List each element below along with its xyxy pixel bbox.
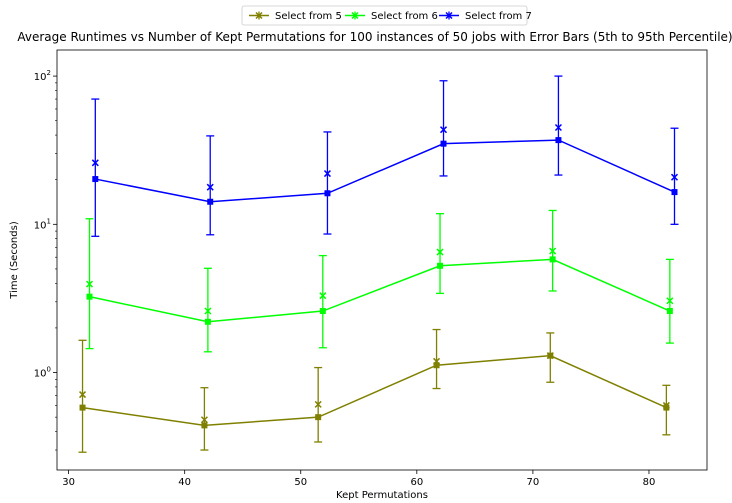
data-point (671, 189, 678, 196)
mean-marker (85, 280, 94, 288)
series-3 (91, 75, 679, 237)
legend-label: Select from 5 (275, 11, 342, 22)
series-1 (78, 328, 671, 453)
mean-marker (79, 391, 87, 399)
data-point (324, 190, 331, 197)
mean-marker (436, 248, 444, 256)
x-tick-label: 40 (178, 477, 191, 488)
y-tick-label: 101 (34, 217, 51, 231)
mean-marker (319, 292, 327, 300)
y-axis: 100 101 102 (34, 69, 57, 451)
data-point (433, 362, 440, 369)
data-point (440, 140, 447, 147)
mean-marker (670, 173, 679, 181)
data-point (86, 293, 93, 300)
mean-marker (200, 416, 208, 424)
series-line (89, 258, 671, 323)
mean-marker (662, 401, 670, 409)
y-tick-label: 102 (34, 69, 51, 83)
legend-marker (445, 11, 453, 20)
data-point (437, 262, 444, 269)
x-tick-label: 80 (643, 477, 656, 488)
series-line (82, 354, 667, 427)
mean-marker (323, 170, 331, 178)
data-point (555, 137, 562, 144)
mean-marker (549, 247, 557, 255)
data-point (549, 256, 556, 263)
legend-label: Select from 7 (465, 11, 532, 22)
x-tick-label: 30 (62, 477, 75, 488)
plot-frame (56, 49, 708, 471)
mean-marker (546, 352, 554, 360)
legend-item: Select from 5 (249, 11, 342, 22)
x-tick-label: 60 (410, 477, 423, 488)
mean-marker (204, 307, 212, 315)
legend-item: Select from 6 (345, 11, 438, 22)
x-axis: 30 40 50 60 70 80 (62, 470, 655, 488)
data-point (663, 404, 670, 411)
data-point (319, 308, 326, 315)
data-point (207, 198, 214, 205)
y-tick-label: 100 (34, 366, 51, 380)
x-tick-label: 50 (294, 477, 307, 488)
legend-label: Select from 6 (371, 11, 438, 22)
legend-box (241, 5, 528, 26)
mean-marker (433, 357, 441, 365)
plot-area (56, 49, 708, 471)
data-point (79, 404, 86, 411)
data-point (201, 422, 208, 429)
data-point (204, 318, 211, 325)
mean-marker (554, 123, 562, 132)
mean-marker (91, 159, 99, 167)
legend-marker (351, 11, 359, 20)
y-axis-label: Time (Seconds) (9, 221, 20, 300)
mean-marker (439, 126, 448, 134)
mean-marker (206, 183, 214, 191)
series-2 (85, 209, 674, 353)
legend-marker (255, 11, 263, 20)
data-point (315, 414, 322, 421)
legend: Select from 5 Select from 6 Select from 7 (241, 5, 532, 26)
chart-title: Average Runtimes vs Number of Kept Permu… (17, 30, 732, 44)
x-tick-label: 70 (527, 477, 540, 488)
data-point (666, 308, 673, 315)
series-line (95, 139, 675, 203)
mean-marker (314, 400, 322, 408)
data-point (92, 176, 99, 183)
legend-item: Select from 7 (439, 11, 532, 22)
mean-marker (666, 297, 674, 305)
x-axis-label: Kept Permutations (336, 490, 428, 501)
